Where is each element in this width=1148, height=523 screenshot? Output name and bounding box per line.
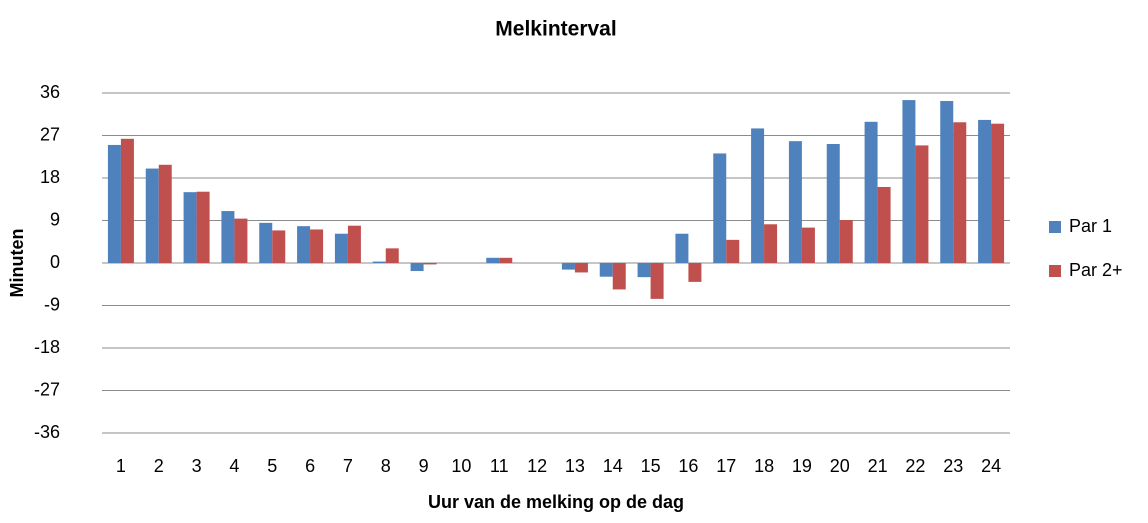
bar [902,100,916,263]
bar [107,144,121,263]
bar [599,263,613,277]
y-tick-label: -27 [34,379,60,399]
bar [751,128,765,263]
x-tick-label: 21 [868,456,888,476]
legend-swatch [1049,221,1061,233]
bar [864,121,878,263]
bar [183,192,197,263]
bar [221,211,235,263]
x-tick-label: 18 [754,456,774,476]
x-tick-label: 1 [116,456,126,476]
x-tick-label: 12 [527,456,547,476]
x-tick-label: 5 [267,456,277,476]
y-axis-label: Minuten [7,229,27,298]
x-tick-label: 15 [641,456,661,476]
y-tick-label: -36 [34,422,60,442]
x-tick-label: 24 [981,456,1001,476]
chart-title: Melkinterval [495,18,616,41]
bar [272,230,286,263]
bar [310,229,324,263]
x-axis-label: Uur van de melking op de dag [428,492,684,512]
bar [978,119,992,264]
bar [334,233,348,263]
x-tick-label: 11 [490,456,509,476]
x-tick-label: 23 [943,456,963,476]
bar [915,145,929,263]
y-tick-label: -18 [34,337,60,357]
y-tick-label: 0 [50,252,60,272]
x-tick-label: 8 [381,456,391,476]
bar [726,239,740,263]
bar [675,233,689,263]
bar [991,123,1005,263]
bar [953,122,967,264]
x-tick-label: 7 [343,456,353,476]
x-tick-label: 9 [419,456,429,476]
bar [574,263,588,273]
bar [940,101,954,264]
bar [145,168,159,263]
bar [347,225,361,263]
x-tick-label: 17 [716,456,736,476]
y-tick-label: 36 [40,82,60,102]
x-tick-label: 2 [154,456,164,476]
y-tick-label: 27 [40,124,60,144]
y-tick-label: 9 [50,209,60,229]
bar [297,226,311,263]
bar [158,164,172,263]
bar [688,263,702,282]
legend-swatch [1049,265,1061,277]
bar [410,263,424,272]
x-tick-label: 20 [830,456,850,476]
bar [612,263,626,290]
x-tick-label: 3 [192,456,202,476]
bar [486,257,500,263]
bar [713,153,727,263]
bar [877,186,891,263]
bar [788,141,802,263]
y-tick-label: 18 [40,167,60,187]
bar [839,220,853,263]
legend-label: Par 2+ [1069,260,1123,280]
bar [372,261,386,263]
bar [234,218,248,263]
y-tick-label: -9 [44,294,60,314]
bar [196,191,210,263]
x-tick-label: 13 [565,456,585,476]
bar [499,257,513,263]
bar [385,248,399,263]
bar [423,263,437,265]
bar [120,138,134,263]
x-tick-label: 14 [603,456,623,476]
x-tick-label: 22 [905,456,925,476]
x-tick-label: 10 [451,456,471,476]
x-tick-label: 16 [678,456,698,476]
bar [801,227,815,263]
x-tick-label: 19 [792,456,812,476]
bar [637,263,651,278]
x-tick-label: 6 [305,456,315,476]
x-tick-label: 4 [229,456,239,476]
bar [650,263,664,299]
legend-label: Par 1 [1069,216,1112,236]
bar [561,263,575,270]
bar [826,144,840,263]
bar [259,222,273,263]
bar [764,224,778,263]
